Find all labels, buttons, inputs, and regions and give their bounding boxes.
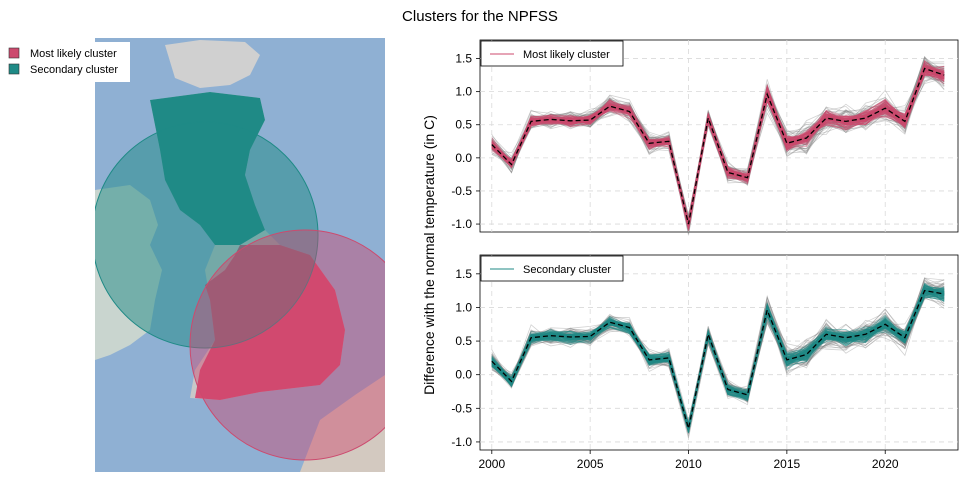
y-tick-label: 1.0 <box>455 85 472 99</box>
y-tick-label: -0.5 <box>451 401 472 415</box>
cluster-line <box>491 67 945 229</box>
map-legend: Most likely cluster Secondary cluster <box>0 42 130 82</box>
y-tick-label: 0.0 <box>455 151 472 165</box>
x-tick-label: 2005 <box>577 457 604 471</box>
legend-label: Most likely cluster <box>523 49 610 61</box>
x-tick-label: 2000 <box>478 457 505 471</box>
legend-swatch-likely <box>8 47 20 59</box>
y-tick-label: -1.0 <box>451 217 472 231</box>
panel-secondary: -1.0 -0.5 0.0 0.5 1.0 1.5 Secondary cluster 200… <box>451 254 959 471</box>
x-tick-label: 2010 <box>675 457 702 471</box>
y-tick-label: 0.5 <box>455 118 472 132</box>
y-tick-label: -0.5 <box>451 184 472 198</box>
cluster-map: Most likely cluster Secondary cluster <box>0 0 400 480</box>
legend-label-likely: Most likely cluster <box>30 48 117 60</box>
reference-line <box>491 289 945 429</box>
y-tick-label: 0.5 <box>455 334 472 348</box>
likely-cluster-circle <box>189 229 385 461</box>
y-tick-label: 1.0 <box>455 300 472 314</box>
legend-swatch-secondary <box>8 63 20 75</box>
plot-frame <box>479 39 959 233</box>
legend-label: Secondary cluster <box>523 264 611 276</box>
x-tick-label: 2020 <box>872 457 899 471</box>
panel-most-likely: -1.0 -0.5 0.0 0.5 1.0 1.5 Most likely cluster <box>451 39 959 236</box>
cluster-line <box>491 287 945 430</box>
map-land-france <box>300 375 385 472</box>
y-tick-label: -1.0 <box>451 435 472 449</box>
y-tick-label: 0.0 <box>455 368 472 382</box>
map-land-north <box>165 40 260 88</box>
panel-legend: Most likely cluster <box>480 40 624 67</box>
figure-title: Clusters for the NPFSS <box>402 8 558 25</box>
legend-box <box>480 255 624 282</box>
plot-frame <box>479 254 959 451</box>
x-tick-label: 2015 <box>774 457 801 471</box>
panel-legend: Secondary cluster <box>480 255 624 282</box>
cluster-lines <box>491 282 945 434</box>
secondary-cluster-circle <box>95 121 319 349</box>
y-tick-label: 1.5 <box>455 52 472 66</box>
reference-line <box>491 67 945 225</box>
legend-label-secondary: Secondary cluster <box>30 64 118 76</box>
y-tick-label: 1.5 <box>455 267 472 281</box>
y-axis-label: Difference with the normal temperature (… <box>421 115 437 395</box>
